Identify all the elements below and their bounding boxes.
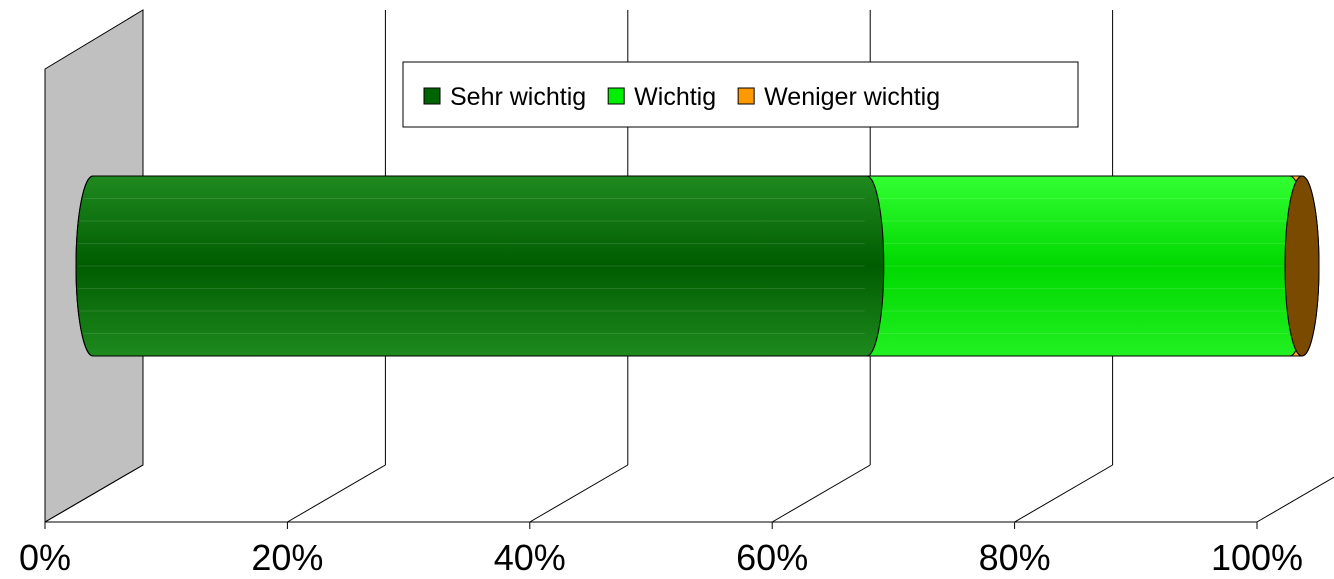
x-axis-tick-labels: 0% 20% 40% 60% 80% 100% [19, 537, 1303, 578]
floor-line [44, 464, 144, 523]
x-tick-label: 60% [736, 537, 808, 578]
bars [75, 175, 1320, 357]
floor-line [771, 464, 871, 523]
legend-swatch [607, 87, 625, 105]
bar-end-cap [1284, 175, 1320, 357]
bar-left-cap [75, 175, 94, 357]
legend-label: Sehr wichtig [450, 83, 586, 111]
legend-label: Weniger wichtig [764, 83, 940, 111]
x-tick-label: 40% [494, 537, 566, 578]
floor-line [529, 464, 629, 523]
legend-swatch [737, 87, 755, 105]
floor-line [1256, 476, 1334, 523]
floor-line [287, 464, 386, 523]
legend-swatch [423, 87, 441, 105]
legend: Sehr wichtig Wichtig Weniger wichtig [402, 61, 1079, 128]
x-tick-label: 0% [19, 537, 71, 578]
x-tick-label: 20% [251, 537, 323, 578]
floor-line [1014, 464, 1113, 523]
x-tick-label: 100% [1211, 537, 1303, 578]
x-tick-label: 80% [979, 537, 1051, 578]
floor [44, 464, 1334, 529]
legend-label: Wichtig [634, 83, 716, 111]
